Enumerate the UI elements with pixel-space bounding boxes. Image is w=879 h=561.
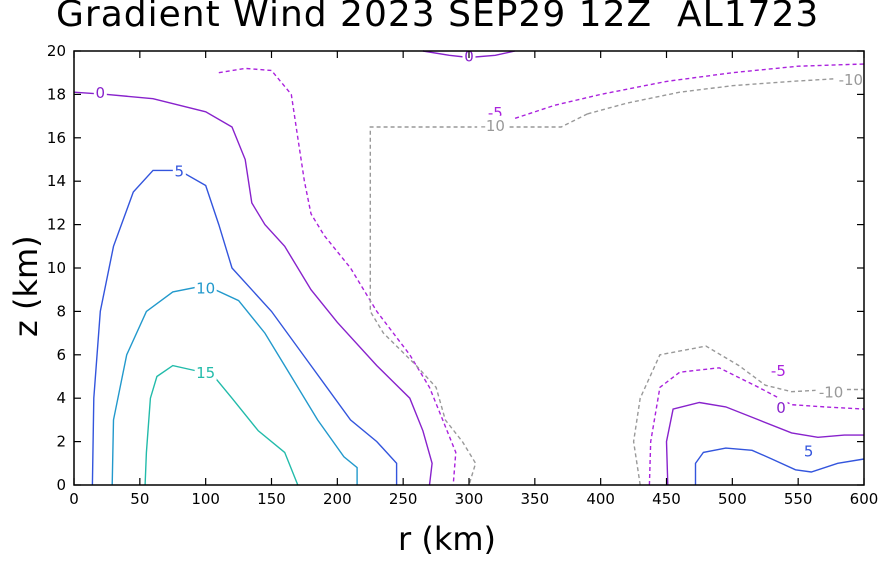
contour-label-5: -10	[480, 117, 505, 135]
contour-line-0	[144, 364, 299, 486]
contour-line-1	[111, 284, 358, 486]
y-tick-label-5: 10	[47, 259, 66, 277]
contour-label-bg-9	[815, 382, 847, 400]
contour-line-11	[665, 401, 864, 486]
contour-label-3: 0	[96, 84, 106, 102]
x-tick-label-4: 200	[323, 490, 352, 508]
contour-label-0: 15	[196, 364, 215, 382]
contour-line-2	[91, 169, 398, 486]
contour-label-bg-5	[477, 115, 509, 133]
contour-label-bg-0	[194, 363, 217, 381]
x-tick-label-7: 350	[521, 490, 550, 508]
contour-label-2: 5	[175, 162, 185, 180]
x-tick-label-2: 100	[191, 490, 220, 508]
contour-line-10	[648, 367, 865, 486]
x-tick-label-5: 250	[389, 490, 418, 508]
contour-label-10: -5	[771, 362, 786, 380]
contour-line-5	[369, 113, 588, 486]
x-axis-label: r (km)	[398, 520, 496, 558]
contour-label-bg-4	[484, 102, 507, 120]
y-tick-label-1: 2	[56, 433, 66, 451]
y-tick-label-9: 18	[47, 85, 66, 103]
contour-label-8: -10	[839, 71, 864, 89]
x-tick-label-1: 50	[130, 490, 149, 508]
y-tick-label-6: 12	[47, 216, 66, 234]
plot-frame	[73, 50, 865, 486]
chart-title: Gradient Wind 2023 SEP29 12Z AL1723	[56, 0, 820, 35]
y-tick-label-7: 14	[47, 172, 66, 190]
y-tick-label-3: 6	[56, 346, 66, 364]
contour-label-bg-11	[774, 397, 788, 415]
contour-label-11: 0	[776, 399, 786, 417]
y-tick-label-4: 8	[56, 302, 66, 320]
contour-label-9: -10	[819, 384, 844, 402]
x-tick-label-0: 0	[69, 490, 79, 508]
contour-label-12: 5	[804, 442, 814, 460]
contour-label-bg-1	[194, 278, 217, 296]
x-tick-label-12: 600	[850, 490, 879, 508]
contour-line-9	[632, 345, 864, 486]
contour-label-bg-2	[172, 161, 186, 179]
contour-label-1: 10	[196, 280, 215, 298]
x-tick-label-8: 400	[586, 490, 615, 508]
x-tick-label-9: 450	[652, 490, 681, 508]
contour-line-8	[587, 76, 865, 115]
y-tick-label-10: 20	[47, 42, 66, 60]
contour-label-bg-3	[93, 83, 107, 101]
y-tick-label-2: 4	[56, 389, 66, 407]
contour-line-4	[218, 67, 457, 486]
x-tick-label-6: 300	[455, 490, 484, 508]
y-tick-label-0: 0	[56, 476, 66, 494]
contour-label-bg-8	[835, 70, 867, 88]
x-tick-label-11: 550	[784, 490, 813, 508]
contour-label-bg-12	[802, 441, 816, 459]
contour-line-12	[694, 447, 865, 485]
y-axis-label: z (km)	[7, 235, 45, 337]
y-tick-label-8: 16	[47, 129, 66, 147]
x-tick-label-3: 150	[257, 490, 286, 508]
contour-line-3	[73, 91, 433, 486]
contour-label-bg-10	[767, 360, 790, 378]
x-tick-label-10: 500	[718, 490, 747, 508]
contour-line-7	[514, 63, 865, 119]
